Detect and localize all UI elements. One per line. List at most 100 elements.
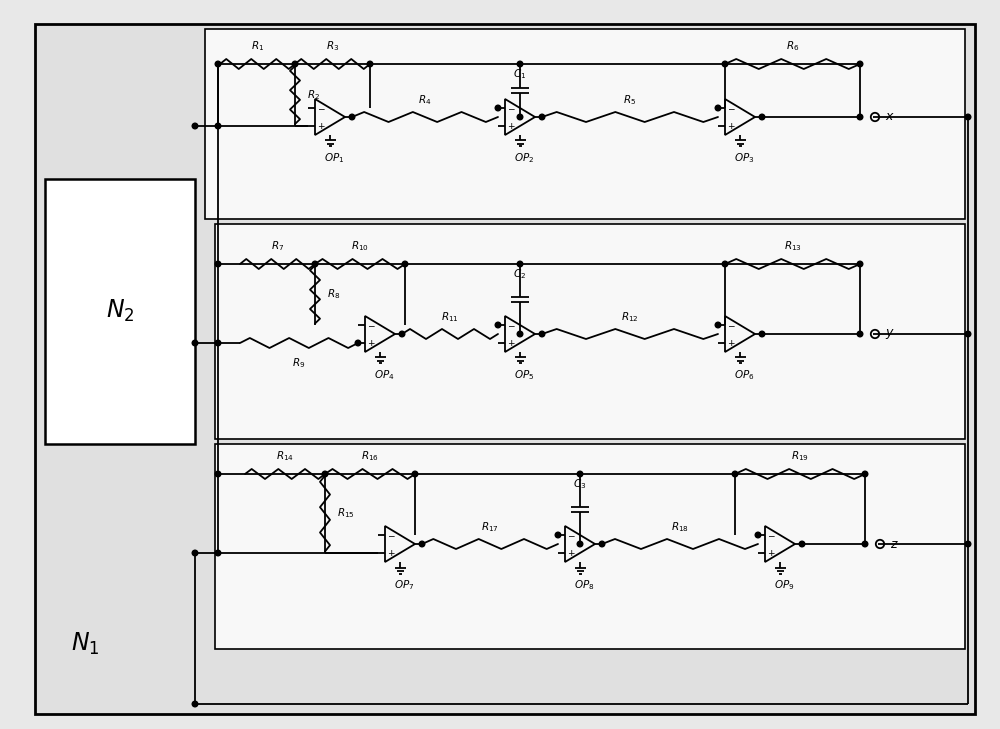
Text: $R_9$: $R_9$ [292,356,306,370]
Text: $+$: $+$ [367,338,376,348]
Circle shape [715,105,721,111]
Circle shape [215,261,221,267]
Text: $+$: $+$ [567,548,576,558]
Text: $-$: $-$ [507,103,516,112]
Text: $-$: $-$ [727,103,736,112]
Text: $R_{16}$: $R_{16}$ [361,449,379,463]
Circle shape [857,114,863,120]
Text: $OP_{1}$: $OP_{1}$ [324,151,344,165]
Circle shape [517,261,523,267]
Text: $R_{17}$: $R_{17}$ [481,521,499,534]
Circle shape [192,340,198,346]
Text: $R_7$: $R_7$ [271,239,284,253]
Circle shape [517,114,523,120]
Circle shape [215,471,221,477]
Circle shape [517,331,523,337]
Text: $+$: $+$ [727,122,736,131]
Circle shape [577,541,583,547]
Text: $x$: $x$ [885,111,895,123]
Text: $R_6$: $R_6$ [786,39,799,53]
Text: $R_{13}$: $R_{13}$ [784,239,801,253]
Circle shape [857,61,863,67]
Circle shape [399,331,405,337]
Circle shape [715,322,721,328]
Text: $R_3$: $R_3$ [326,39,339,53]
Circle shape [857,261,863,267]
Circle shape [215,340,221,346]
Circle shape [965,541,971,547]
Circle shape [965,331,971,337]
Circle shape [402,261,408,267]
Text: $C_1$: $C_1$ [513,67,527,81]
Bar [215,444,965,649]
Text: $R_8$: $R_8$ [327,288,340,301]
Circle shape [192,123,198,129]
Text: $R_{19}$: $R_{19}$ [791,449,809,463]
Circle shape [862,471,868,477]
Circle shape [599,541,605,547]
Circle shape [355,340,361,346]
Circle shape [759,114,765,120]
Text: $C_3$: $C_3$ [573,477,587,491]
Text: $OP_{7}$: $OP_{7}$ [394,578,414,592]
Circle shape [215,61,221,67]
Circle shape [759,331,765,337]
Text: $OP_{4}$: $OP_{4}$ [374,368,394,382]
Text: $R_{12}$: $R_{12}$ [621,311,639,324]
Text: $-$: $-$ [367,320,376,329]
Text: $+$: $+$ [317,122,326,131]
Circle shape [215,550,221,555]
Text: $+$: $+$ [507,338,516,348]
Circle shape [412,471,418,477]
Bar [215,224,965,439]
Circle shape [419,541,425,547]
Circle shape [192,701,198,707]
Circle shape [349,114,355,120]
Text: $R_2$: $R_2$ [307,88,320,102]
Bar [205,29,965,219]
Text: $+$: $+$ [727,338,736,348]
Text: $OP_{9}$: $OP_{9}$ [774,578,794,592]
Text: $R_{15}$: $R_{15}$ [337,507,355,521]
Text: $+$: $+$ [387,548,396,558]
Text: $OP_{5}$: $OP_{5}$ [514,368,534,382]
Text: $z$: $z$ [890,537,899,550]
Circle shape [555,532,561,538]
Text: $+$: $+$ [507,122,516,131]
Text: $R_{14}$: $R_{14}$ [276,449,294,463]
Circle shape [495,105,501,111]
Circle shape [965,114,971,120]
Circle shape [722,261,728,267]
Text: $-$: $-$ [507,320,516,329]
Circle shape [799,541,805,547]
Text: $-$: $-$ [567,530,576,539]
Text: $-$: $-$ [387,530,396,539]
Text: $-$: $-$ [767,530,776,539]
Circle shape [495,322,501,328]
Text: $OP_{2}$: $OP_{2}$ [514,151,534,165]
Text: $C_2$: $C_2$ [513,267,527,281]
Circle shape [322,471,328,477]
Circle shape [577,471,583,477]
Text: $R_5$: $R_5$ [623,93,637,107]
Text: $N_1$: $N_1$ [71,631,99,657]
Text: $N_2$: $N_2$ [106,298,134,324]
Text: $y$: $y$ [885,327,895,341]
Text: $OP_{3}$: $OP_{3}$ [734,151,754,165]
Circle shape [215,123,221,129]
Text: $R_1$: $R_1$ [251,39,264,53]
Text: $R_{10}$: $R_{10}$ [351,239,369,253]
Circle shape [539,114,545,120]
Circle shape [722,61,728,67]
Circle shape [857,331,863,337]
Text: $-$: $-$ [727,320,736,329]
Text: $OP_{6}$: $OP_{6}$ [734,368,754,382]
Circle shape [312,261,318,267]
Text: $OP_{8}$: $OP_{8}$ [574,578,594,592]
Bar [45,179,195,444]
Text: $-$: $-$ [317,103,326,112]
Circle shape [192,550,198,555]
Text: $R_4$: $R_4$ [418,93,432,107]
Circle shape [367,61,373,67]
Circle shape [517,61,523,67]
